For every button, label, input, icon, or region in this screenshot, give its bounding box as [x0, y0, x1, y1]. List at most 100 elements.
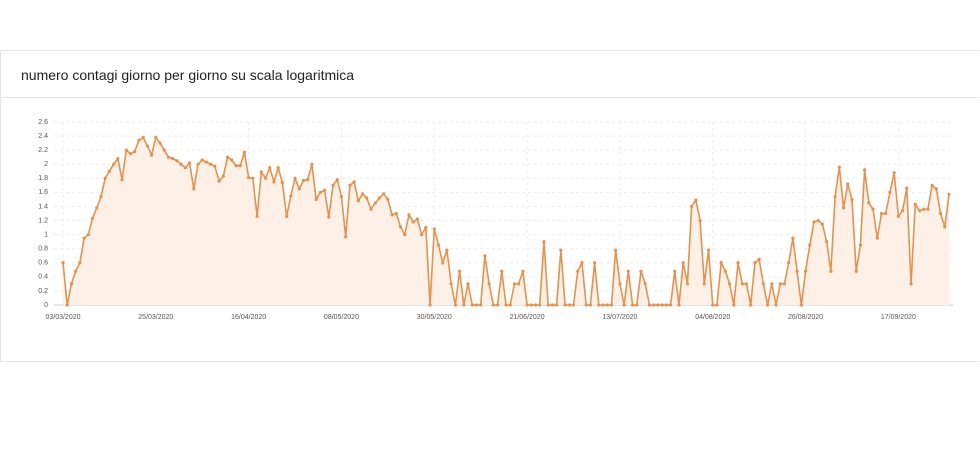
point — [432, 227, 436, 231]
point — [829, 269, 833, 273]
point — [711, 303, 715, 307]
point — [715, 303, 719, 307]
point — [107, 169, 112, 173]
point — [900, 209, 905, 213]
point — [331, 183, 335, 187]
x-tick-label: 03/03/2020 — [45, 314, 80, 321]
point — [120, 178, 124, 182]
y-tick-label: 0.2 — [38, 288, 48, 295]
point — [65, 303, 69, 307]
point — [728, 282, 732, 286]
point — [179, 162, 183, 166]
point — [394, 211, 398, 216]
point — [327, 215, 331, 219]
point — [820, 222, 825, 226]
point — [546, 303, 550, 307]
point — [424, 225, 428, 230]
point — [352, 180, 356, 184]
point — [614, 248, 618, 252]
point — [310, 162, 314, 166]
point — [816, 218, 820, 223]
point — [247, 176, 251, 180]
y-tick-label: 1.8 — [38, 175, 48, 182]
y-tick-label: 2 — [44, 161, 48, 168]
point — [166, 155, 171, 159]
point — [90, 216, 95, 221]
point — [99, 195, 103, 199]
point — [571, 303, 576, 307]
point — [837, 165, 841, 169]
point — [926, 207, 930, 211]
point — [390, 213, 394, 217]
point — [702, 282, 706, 286]
point — [192, 187, 196, 191]
point — [787, 261, 791, 265]
point — [403, 233, 407, 237]
x-tick-label: 30/05/2020 — [417, 314, 452, 321]
point — [635, 303, 639, 307]
point — [508, 303, 512, 307]
point — [204, 160, 209, 164]
point — [732, 303, 736, 307]
point — [922, 207, 926, 211]
point — [698, 218, 702, 223]
point — [145, 144, 149, 148]
point — [723, 269, 727, 273]
y-tick-label: 1.2 — [38, 217, 48, 224]
point — [529, 303, 533, 307]
point — [597, 303, 601, 307]
x-tick-label: 17/09/2020 — [881, 314, 916, 321]
y-tick-label: 0.8 — [38, 246, 48, 253]
point — [744, 282, 749, 286]
point — [736, 261, 740, 265]
point — [668, 303, 673, 307]
point — [441, 261, 445, 265]
point — [643, 282, 647, 286]
point — [555, 303, 559, 307]
point — [356, 199, 360, 203]
y-tick-label: 2.4 — [38, 133, 48, 140]
area — [63, 137, 949, 305]
point — [542, 240, 546, 244]
point — [141, 135, 145, 140]
point — [344, 235, 348, 239]
point — [457, 269, 462, 273]
point — [69, 282, 74, 286]
point — [593, 261, 597, 265]
point — [605, 303, 609, 307]
point — [896, 214, 900, 218]
point — [867, 201, 871, 205]
point — [681, 261, 685, 265]
point — [95, 206, 99, 210]
point — [943, 225, 947, 229]
point — [740, 282, 744, 286]
point — [255, 214, 259, 218]
point — [217, 179, 221, 183]
point — [576, 269, 580, 273]
point — [677, 303, 681, 307]
point — [154, 135, 158, 140]
point — [137, 138, 141, 142]
point — [559, 248, 563, 252]
point — [791, 236, 795, 240]
point — [230, 158, 234, 162]
point — [647, 303, 652, 307]
point — [808, 243, 812, 247]
point — [495, 303, 500, 307]
point — [500, 269, 504, 273]
point — [588, 303, 592, 307]
x-tick-label: 26/08/2020 — [788, 314, 823, 321]
point — [567, 303, 571, 307]
x-tick-label: 13/07/2020 — [602, 314, 637, 321]
point — [947, 192, 951, 197]
point — [449, 282, 453, 286]
point — [879, 211, 884, 216]
point — [453, 303, 457, 307]
point — [841, 206, 846, 210]
point — [411, 220, 415, 224]
point — [909, 282, 913, 286]
point — [162, 148, 166, 152]
point — [74, 269, 78, 273]
chart-card: numero contagi giorno per giorno su scal… — [0, 50, 979, 362]
